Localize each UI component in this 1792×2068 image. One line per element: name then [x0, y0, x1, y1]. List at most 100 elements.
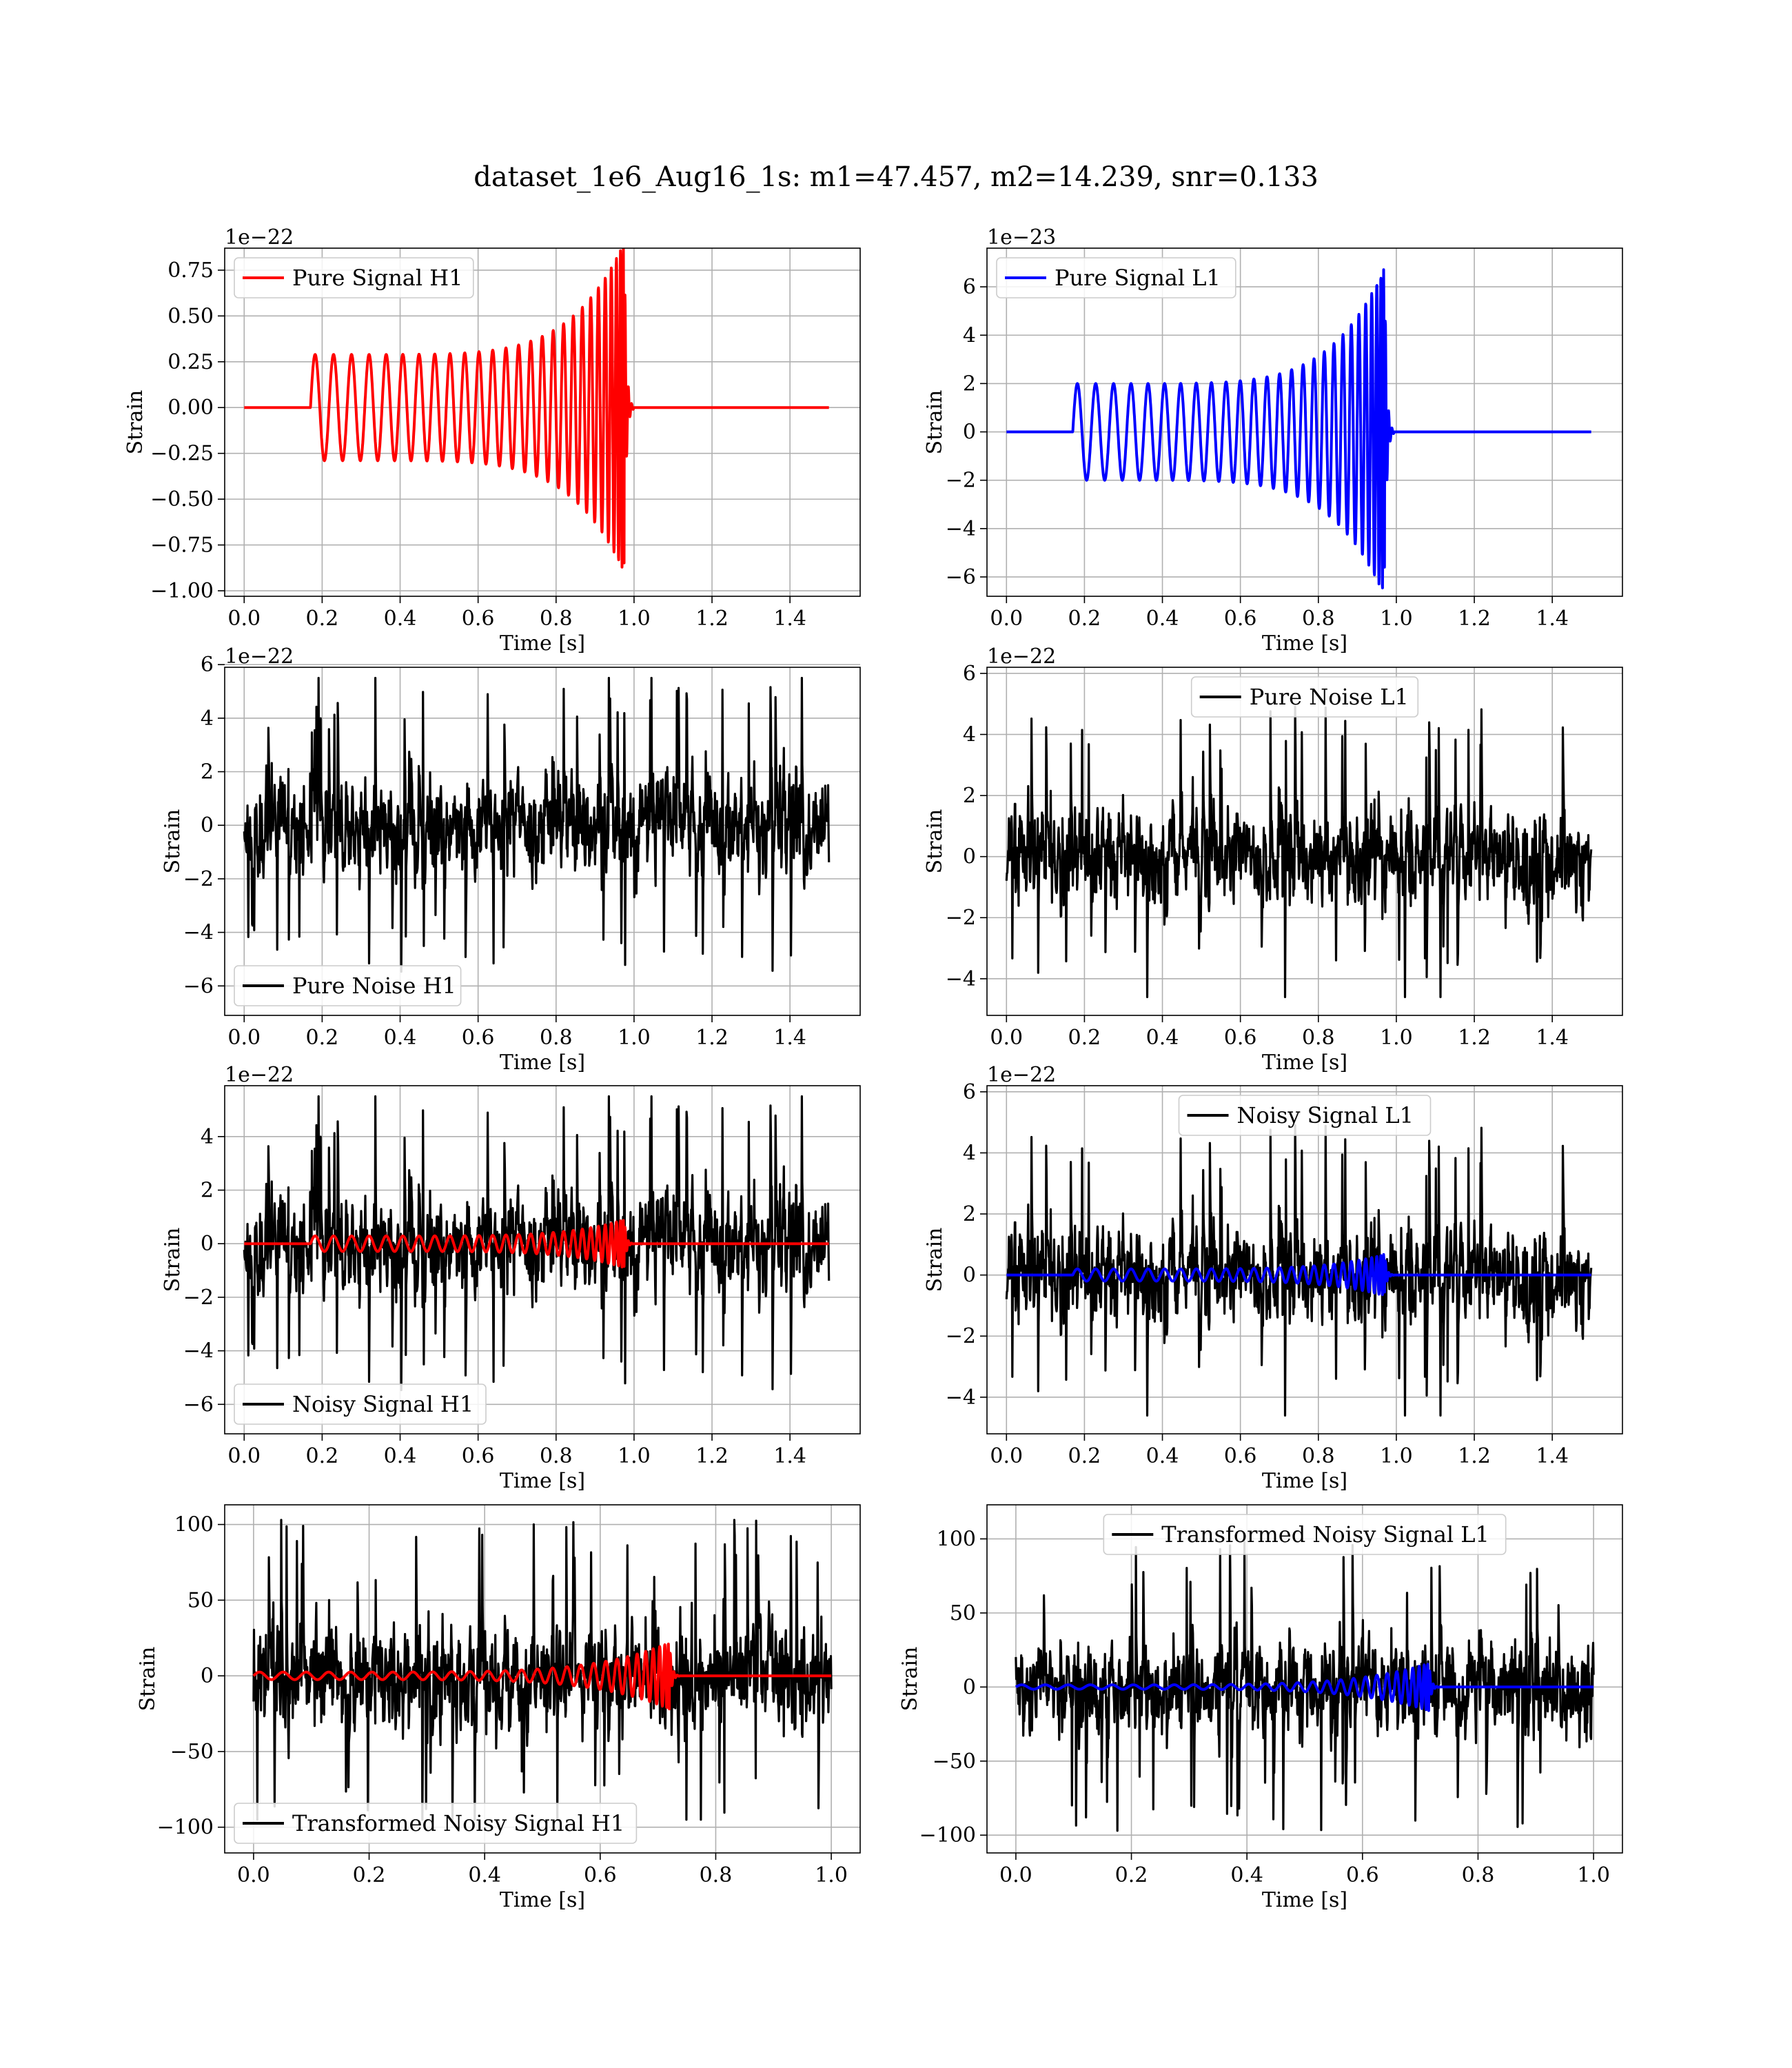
- x-tick-label: 1.2: [695, 607, 729, 631]
- legend: Noisy Signal L1: [1178, 1095, 1432, 1136]
- noisy-signal-l1-series-0: [1005, 1124, 1593, 1417]
- pure-signal-l1-panel: 0.0 0.2 0.4 0.6 0.8 1.0 1.2 1.4 −6 −4 −2 0 2 4 6 Time […: [923, 225, 1623, 656]
- transformed-noisy-signal-h1-panel: 0.0 0.2 0.4 0.6 0.8 1.0 −100 −50 0 50 100 Time [s] S…: [136, 1504, 861, 1912]
- x-tick-label: 0.2: [1068, 607, 1101, 631]
- x-tick-label: 0.4: [1146, 1026, 1179, 1050]
- y-tick-label: −50: [933, 1750, 976, 1774]
- axis-offset-label: 1e−22: [987, 645, 1056, 669]
- x-axis-label: Time [s]: [1262, 1469, 1347, 1493]
- transformed-noisy-signal-h1-series-1: [252, 1642, 833, 1711]
- pure-signal-h1-series-0: [243, 248, 831, 569]
- x-tick-label: 1.4: [1536, 1444, 1569, 1468]
- x-tick-label: 0.8: [1302, 1444, 1335, 1468]
- axes-frame: [224, 1504, 861, 1854]
- y-tick-label: −1.00: [150, 579, 214, 603]
- y-tick-label: 2: [963, 784, 976, 808]
- x-tick-label: 0.0: [990, 607, 1023, 631]
- y-tick-label: 0: [963, 845, 976, 869]
- x-tick-label: 0.0: [237, 1863, 270, 1887]
- y-tick-label: −4: [946, 1386, 976, 1410]
- axes-frame: [224, 667, 861, 1016]
- x-tick-label: 0.4: [384, 1444, 417, 1468]
- pure-noise-h1-series-0: [243, 676, 831, 973]
- transformed-noisy-signal-l1-panel: 0.0 0.2 0.4 0.6 0.8 1.0 −100 −50 0 50 100 Time [s] S…: [898, 1504, 1623, 1912]
- x-tick-label: 1.0: [1380, 607, 1413, 631]
- x-tick-label: 0.4: [1146, 607, 1179, 631]
- axis-offset-label: 1e−22: [225, 225, 294, 250]
- x-tick-label: 1.2: [1458, 1444, 1491, 1468]
- y-tick-label: 0.50: [167, 304, 214, 328]
- x-tick-label: 0.6: [462, 607, 495, 631]
- x-tick-label: 0.8: [540, 607, 573, 631]
- axes-frame: [986, 247, 1623, 597]
- y-tick-label: 4: [963, 1141, 976, 1165]
- legend-label: Pure Noise H1: [292, 973, 456, 999]
- legend: Transformed Noisy Signal L1: [1103, 1514, 1507, 1555]
- x-tick-label: 0.2: [306, 1444, 339, 1468]
- y-tick-label: 2: [963, 372, 976, 396]
- y-tick-label: 2: [963, 1202, 976, 1226]
- y-tick-label: −4: [946, 517, 976, 541]
- y-tick-label: 0.25: [167, 350, 214, 374]
- x-tick-label: 0.2: [1068, 1444, 1101, 1468]
- x-tick-label: 0.8: [540, 1444, 573, 1468]
- y-tick-label: −4: [946, 967, 976, 991]
- noisy-signal-l1-panel: 0.0 0.2 0.4 0.6 0.8 1.0 1.2 1.4 −4 −2 0 2 4 6 Time [s]…: [923, 1063, 1623, 1493]
- x-tick-label: 1.0: [815, 1863, 848, 1887]
- axis-offset-label: 1e−23: [987, 225, 1056, 250]
- axes-frame: [986, 1085, 1623, 1435]
- x-axis-label: Time [s]: [500, 1051, 585, 1075]
- x-tick-label: 0.2: [353, 1863, 386, 1887]
- legend: Pure Noise L1: [1190, 676, 1419, 718]
- y-tick-label: −2: [183, 867, 214, 891]
- x-tick-label: 0.6: [1224, 1444, 1257, 1468]
- legend: Pure Signal L1: [996, 257, 1236, 298]
- y-tick-label: 50: [950, 1601, 976, 1625]
- legend: Transformed Noisy Signal H1: [234, 1803, 638, 1844]
- legend-label: Noisy Signal H1: [292, 1391, 474, 1417]
- y-tick-label: 50: [187, 1588, 214, 1612]
- x-tick-label: 0.4: [1146, 1444, 1179, 1468]
- y-tick-label: 0: [201, 1664, 214, 1688]
- x-tick-label: 0.6: [462, 1444, 495, 1468]
- x-tick-label: 0.2: [1115, 1863, 1148, 1887]
- legend: Pure Signal H1: [234, 257, 474, 298]
- transformed-noisy-signal-h1-series-0: [252, 1519, 833, 1821]
- y-tick-label: −2: [946, 1324, 976, 1348]
- y-tick-label: −2: [946, 469, 976, 493]
- noisy-signal-h1-panel: 0.0 0.2 0.4 0.6 0.8 1.0 1.2 1.4 −6 −4 −2 0 2 4 Time [s…: [161, 1063, 861, 1493]
- legend: Noisy Signal H1: [234, 1383, 487, 1425]
- x-axis-label: Time [s]: [1262, 631, 1347, 656]
- x-tick-label: 0.6: [1224, 1026, 1257, 1050]
- y-tick-label: 2: [201, 760, 214, 784]
- y-tick-label: 2: [201, 1179, 214, 1203]
- y-axis-label: Strain: [923, 1228, 947, 1292]
- y-tick-label: 100: [937, 1527, 976, 1551]
- pure-noise-l1-panel: 0.0 0.2 0.4 0.6 0.8 1.0 1.2 1.4 −4 −2 0 2 4 6 Time [s]…: [923, 645, 1623, 1075]
- x-tick-label: 1.4: [773, 607, 806, 631]
- y-tick-label: 0.00: [167, 396, 214, 420]
- y-tick-label: 0: [201, 813, 214, 838]
- axis-offset-label: 1e−22: [225, 645, 294, 669]
- y-tick-label: 6: [201, 653, 214, 677]
- y-tick-label: 0: [963, 420, 976, 445]
- y-tick-label: −6: [183, 1392, 214, 1417]
- x-tick-label: 0.6: [1224, 607, 1257, 631]
- x-tick-label: 0.8: [540, 1026, 573, 1050]
- y-tick-label: −100: [157, 1816, 214, 1840]
- x-tick-label: 1.4: [773, 1444, 806, 1468]
- x-tick-label: 0.0: [999, 1863, 1032, 1887]
- y-tick-label: 0: [963, 1264, 976, 1288]
- x-tick-label: 0.8: [700, 1863, 733, 1887]
- noisy-signal-h1-series-0: [243, 1095, 831, 1392]
- x-tick-label: 1.2: [695, 1026, 729, 1050]
- x-tick-label: 0.4: [384, 607, 417, 631]
- axis-offset-label: 1e−22: [987, 1063, 1056, 1087]
- y-tick-label: −4: [183, 1339, 214, 1364]
- y-tick-label: 0: [963, 1675, 976, 1699]
- x-tick-label: 0.2: [306, 607, 339, 631]
- y-tick-label: 4: [201, 707, 214, 731]
- x-tick-label: 1.0: [1380, 1444, 1413, 1468]
- y-tick-label: 0: [201, 1232, 214, 1256]
- legend-label: Pure Signal L1: [1055, 265, 1221, 291]
